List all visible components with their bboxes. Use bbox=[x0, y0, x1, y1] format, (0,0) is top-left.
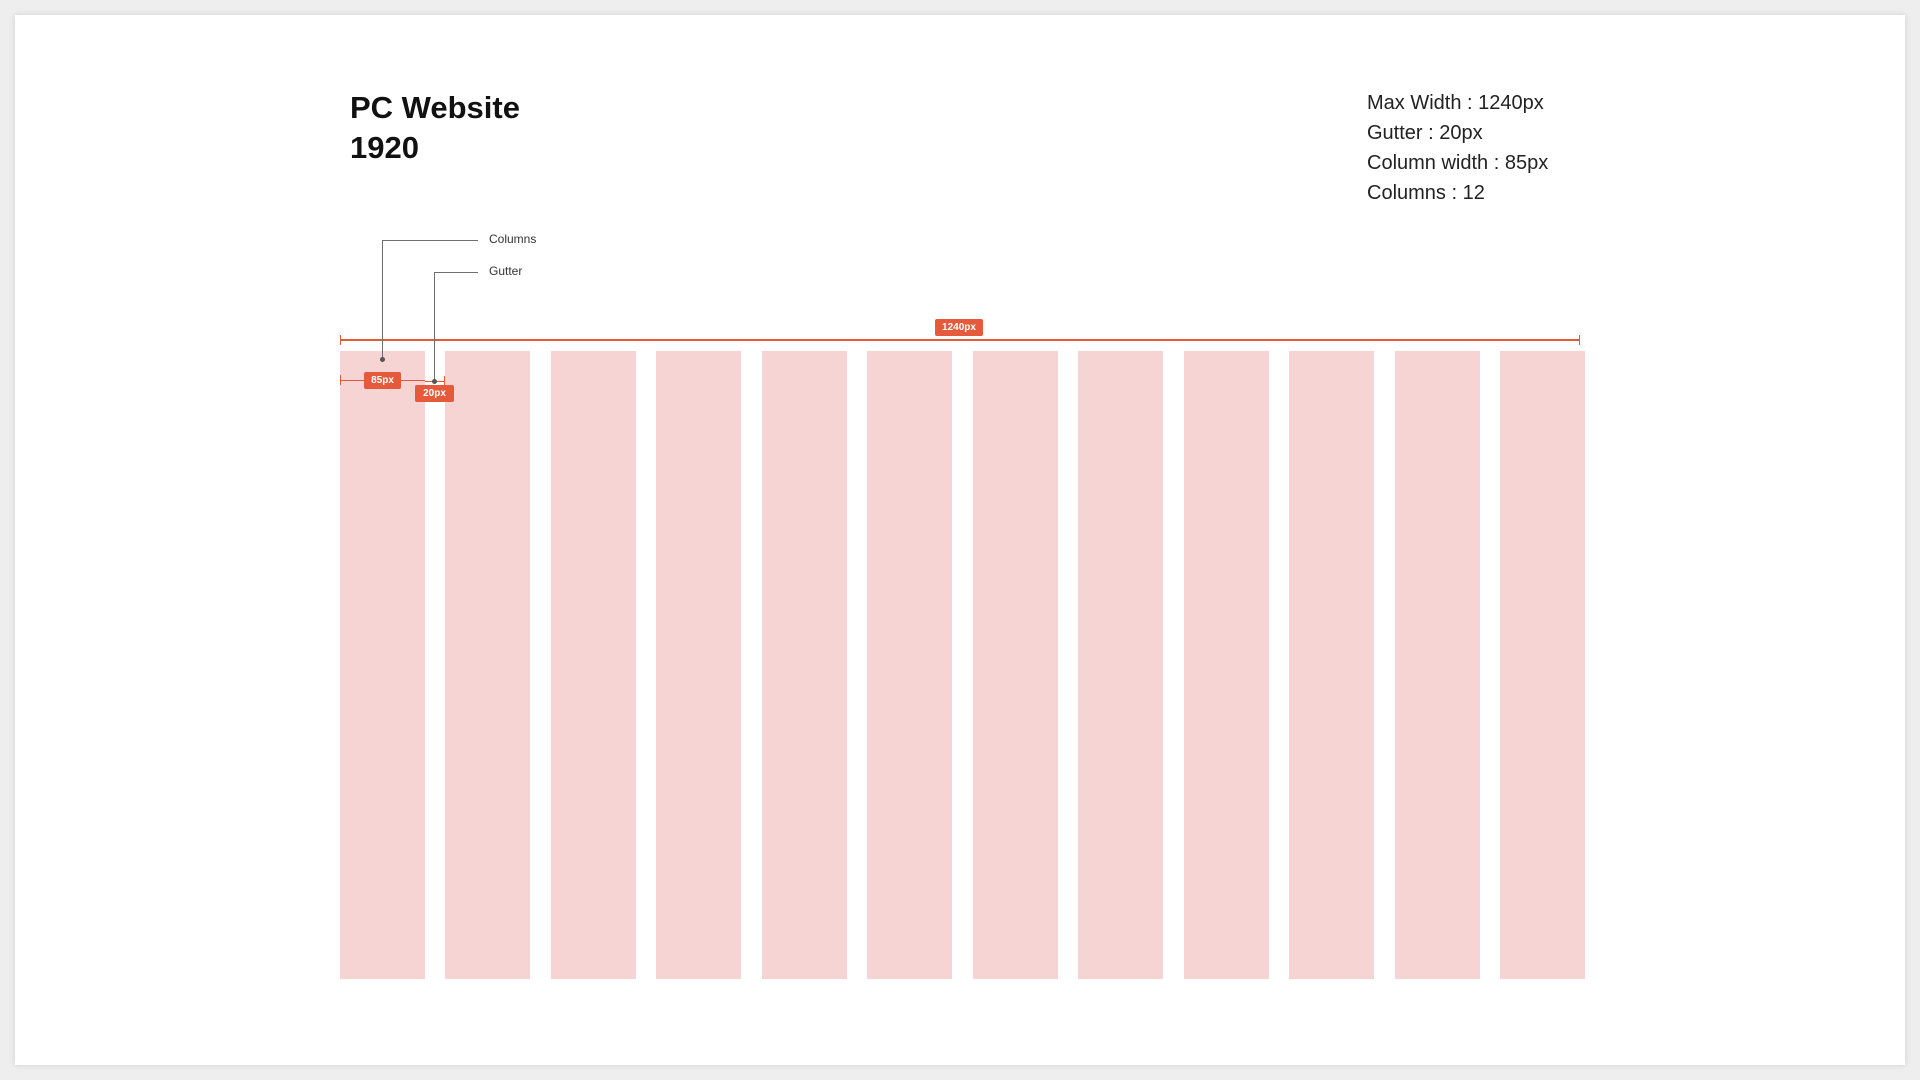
grid-column-12 bbox=[1499, 351, 1585, 979]
grid-column-7 bbox=[972, 351, 1058, 979]
gutter-width-tick-right bbox=[444, 376, 445, 386]
spec-columns: Columns : 12 bbox=[1367, 182, 1485, 204]
grid-column-10 bbox=[1289, 351, 1375, 979]
grid-column-3 bbox=[550, 351, 636, 979]
grid-column-4 bbox=[656, 351, 742, 979]
page-title: PC Website 1920 bbox=[350, 88, 520, 168]
gutter-width-badge: 20px bbox=[415, 385, 454, 402]
columns-callout-horizontal bbox=[382, 240, 478, 241]
grid-column-9 bbox=[1183, 351, 1269, 979]
grid-column-5 bbox=[761, 351, 847, 979]
grid-column-11 bbox=[1394, 351, 1480, 979]
total-width-line bbox=[340, 339, 1580, 341]
columns-callout-dot bbox=[380, 357, 385, 362]
columns-callout-label: Columns bbox=[489, 232, 537, 246]
columns-callout-vertical bbox=[382, 240, 383, 360]
gutter-callout-vertical bbox=[434, 272, 435, 381]
column-width-badge: 85px bbox=[364, 372, 401, 389]
column-width-tick-left bbox=[340, 375, 341, 385]
grid-column-1 bbox=[340, 351, 425, 979]
grid-specs: Max Width : 1240px Gutter : 20px Column … bbox=[1367, 88, 1548, 208]
gutter-callout-dot bbox=[432, 379, 437, 384]
spec-gutter: Gutter : 20px bbox=[1367, 122, 1483, 144]
title-line-1: PC Website bbox=[350, 90, 520, 125]
grid-column-6 bbox=[867, 351, 953, 979]
spec-column-width: Column width : 85px bbox=[1367, 152, 1549, 174]
grid-column-8 bbox=[1078, 351, 1164, 979]
gutter-callout-horizontal bbox=[434, 272, 478, 273]
spec-max-width: Max Width : 1240px bbox=[1367, 92, 1544, 114]
gutter-callout-label: Gutter bbox=[489, 264, 523, 278]
grid-column-2 bbox=[445, 351, 531, 979]
total-width-badge: 1240px bbox=[935, 319, 983, 336]
total-width-tick-right bbox=[1579, 335, 1580, 345]
artboard bbox=[15, 15, 1905, 1065]
total-width-tick-left bbox=[340, 335, 341, 345]
title-line-2: 1920 bbox=[350, 130, 419, 165]
